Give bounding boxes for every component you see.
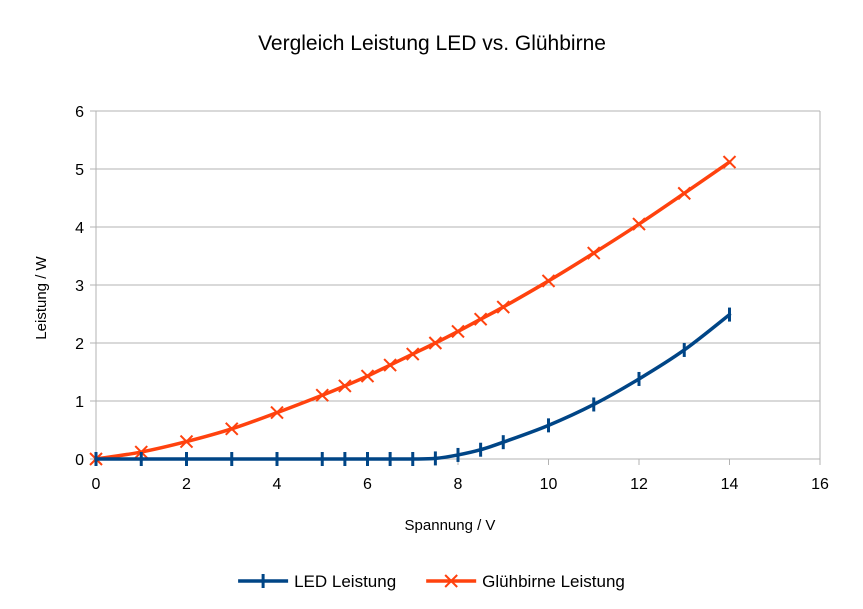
- x-tick-label: 2: [182, 476, 191, 493]
- x-tick-label: 16: [811, 476, 829, 493]
- data-point: [473, 312, 488, 326]
- series-layer: [89, 155, 737, 466]
- data-point: [179, 434, 194, 449]
- legend-item-2: Glühbirne Leistung: [426, 572, 625, 591]
- y-tick-label: 3: [75, 278, 84, 295]
- data-point: [451, 324, 465, 339]
- axes: [90, 111, 820, 465]
- data-point: [315, 388, 329, 402]
- data-point: [677, 186, 691, 201]
- legend-marker: [444, 574, 458, 588]
- data-point: [541, 274, 556, 288]
- data-point: [496, 300, 510, 314]
- x-axis-ticks: 0 2 4 6 8 10 12 14 16: [92, 459, 829, 493]
- legend-item-1: LED Leistung: [238, 572, 396, 591]
- data-point: [360, 369, 375, 383]
- data-point: [338, 379, 352, 393]
- x-tick-label: 14: [721, 476, 739, 493]
- x-axis-label: Spannung / V: [405, 517, 496, 534]
- x-tick-label: 4: [273, 476, 282, 493]
- x-tick-label: 0: [92, 476, 101, 493]
- y-tick-label: 0: [75, 452, 84, 469]
- x-tick-label: 10: [540, 476, 558, 493]
- x-tick-label: 12: [630, 476, 648, 493]
- data-point: [587, 246, 601, 260]
- y-tick-label: 6: [75, 104, 84, 121]
- y-tick-label: 2: [75, 336, 84, 353]
- y-axis-label: Leistung / W: [33, 255, 50, 339]
- data-point: [270, 405, 284, 420]
- data-point: [225, 422, 239, 436]
- legend-label: LED Leistung: [294, 572, 396, 591]
- data-point: [383, 358, 397, 372]
- data-point: [406, 347, 420, 361]
- series-2: [89, 155, 737, 466]
- x-tick-label: 8: [454, 476, 463, 493]
- data-point: [722, 155, 737, 169]
- y-tick-label: 4: [75, 220, 84, 237]
- data-point: [632, 217, 646, 231]
- x-tick-label: 6: [363, 476, 372, 493]
- legend: LED Leistung Glühbirne Leistung: [238, 572, 625, 591]
- y-axis-ticks: 0 1 2 3 4 5 6: [75, 104, 96, 469]
- legend-label: Glühbirne Leistung: [482, 572, 625, 591]
- series-line-2: [94, 160, 732, 461]
- data-point: [428, 336, 443, 350]
- grid: [96, 110, 821, 459]
- chart-title: Vergleich Leistung LED vs. Glühbirne: [258, 32, 606, 55]
- series-1: [94, 307, 732, 466]
- y-tick-label: 5: [75, 162, 84, 179]
- y-tick-label: 1: [75, 394, 84, 411]
